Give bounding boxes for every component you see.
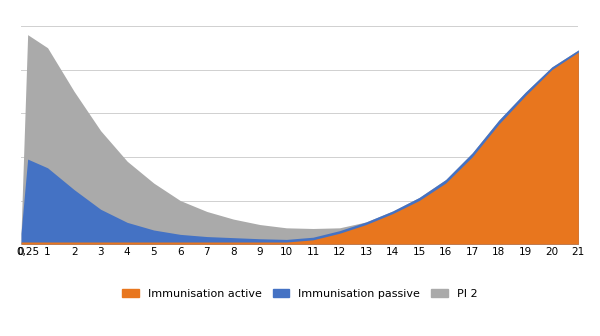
- Legend: Immunisation active, Immunisation passive, PI 2: Immunisation active, Immunisation passiv…: [118, 284, 482, 303]
